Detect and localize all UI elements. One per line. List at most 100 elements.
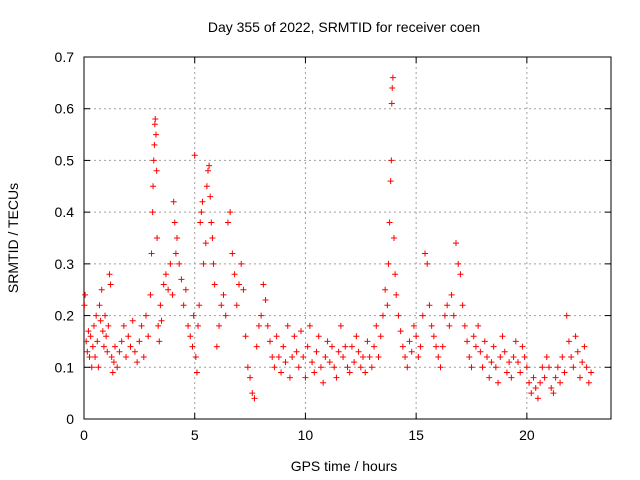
data-point xyxy=(543,353,550,360)
data-point xyxy=(180,302,187,309)
data-point xyxy=(120,322,127,329)
data-point xyxy=(329,343,335,350)
data-point xyxy=(231,271,238,278)
data-point xyxy=(492,364,499,371)
data-point xyxy=(236,281,242,288)
data-point xyxy=(526,379,533,386)
data-point xyxy=(275,353,282,360)
data-point xyxy=(464,338,471,345)
data-point xyxy=(125,333,132,340)
data-point xyxy=(322,353,329,360)
data-point xyxy=(477,348,484,355)
data-point xyxy=(515,359,521,366)
data-point xyxy=(428,322,435,329)
grid-lines xyxy=(84,57,611,419)
data-point xyxy=(145,333,152,340)
data-point xyxy=(154,235,161,241)
data-point xyxy=(424,260,431,267)
data-point xyxy=(402,353,409,360)
data-point xyxy=(360,353,366,360)
data-point xyxy=(399,343,406,350)
x-tick-label: 5 xyxy=(191,427,199,443)
data-point xyxy=(331,364,338,371)
data-point xyxy=(273,333,280,340)
data-point xyxy=(501,348,508,355)
data-point xyxy=(413,333,420,340)
data-point xyxy=(222,312,229,319)
data-point xyxy=(371,343,378,350)
data-point xyxy=(100,343,107,350)
data-point xyxy=(415,353,422,360)
data-point xyxy=(579,359,586,366)
data-point xyxy=(82,291,89,298)
data-point xyxy=(375,353,382,360)
data-point xyxy=(81,302,88,309)
data-point xyxy=(251,395,258,402)
data-point xyxy=(187,333,194,340)
data-point xyxy=(229,250,236,257)
data-point xyxy=(249,390,256,397)
data-point xyxy=(446,322,453,329)
data-point xyxy=(213,343,220,350)
data-point xyxy=(364,338,371,345)
data-point xyxy=(170,198,177,205)
x-tick-label: 0 xyxy=(80,427,88,443)
data-point xyxy=(189,343,196,350)
data-point xyxy=(240,286,247,293)
data-point xyxy=(174,235,180,241)
data-point xyxy=(541,374,548,381)
data-point xyxy=(324,338,331,345)
data-point xyxy=(472,343,479,350)
data-point xyxy=(435,353,442,360)
data-point xyxy=(306,322,313,329)
data-point xyxy=(216,322,223,329)
data-points xyxy=(81,74,595,402)
data-point xyxy=(95,364,102,371)
data-point xyxy=(391,235,397,241)
data-point xyxy=(233,302,240,309)
data-point xyxy=(185,322,192,329)
data-point xyxy=(393,291,400,298)
data-point xyxy=(475,322,482,329)
data-point xyxy=(510,353,517,360)
data-point xyxy=(224,219,231,226)
data-point xyxy=(563,312,570,319)
data-point xyxy=(392,271,399,278)
data-point xyxy=(158,317,165,324)
data-point xyxy=(190,312,197,319)
data-point xyxy=(92,353,99,360)
data-point xyxy=(574,348,581,355)
data-point xyxy=(320,379,327,386)
y-tick-label: 0.5 xyxy=(55,152,75,168)
data-point xyxy=(539,364,546,371)
data-point xyxy=(85,328,92,335)
data-point xyxy=(247,374,254,381)
data-point xyxy=(208,219,215,226)
data-point xyxy=(102,312,109,319)
data-point xyxy=(269,353,276,360)
data-point xyxy=(97,317,104,324)
data-point xyxy=(298,328,304,335)
data-point xyxy=(497,353,504,360)
data-point xyxy=(532,384,539,391)
data-point xyxy=(202,240,209,247)
data-point xyxy=(191,152,198,159)
data-point xyxy=(486,374,493,381)
data-point xyxy=(461,322,468,329)
data-point xyxy=(300,353,307,360)
data-point xyxy=(105,322,112,329)
data-point xyxy=(385,260,392,267)
data-point xyxy=(408,348,415,355)
data-point xyxy=(89,343,96,350)
data-point xyxy=(209,235,216,241)
data-point xyxy=(382,286,389,293)
data-point xyxy=(171,219,178,226)
data-point xyxy=(302,374,309,381)
data-point xyxy=(441,312,448,319)
y-tick-label: 0.6 xyxy=(55,101,75,117)
data-point xyxy=(335,348,342,355)
data-point xyxy=(521,353,528,360)
data-point xyxy=(192,353,199,360)
data-point xyxy=(581,343,588,350)
